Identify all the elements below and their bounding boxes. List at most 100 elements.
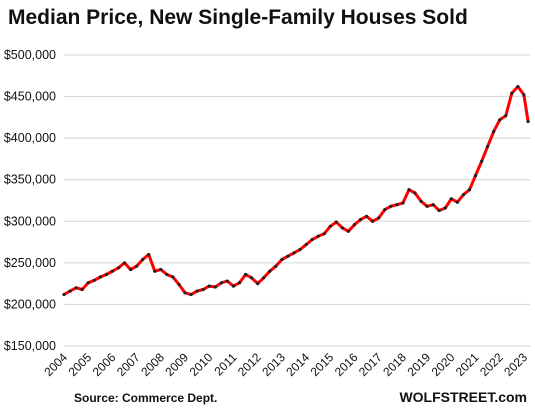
data-point [328,224,332,228]
data-point [316,234,320,238]
data-point [401,201,405,205]
data-point [365,214,369,218]
data-point [492,129,496,134]
data-point [522,93,526,97]
x-tick-label: 2013 [259,350,288,379]
data-point [298,248,302,252]
data-point [268,269,272,273]
source-note: Source: Commerce Dept. [74,391,218,405]
data-point [419,199,423,203]
y-tick-label: $450,000 [4,90,56,104]
x-tick-label: 2005 [66,350,95,379]
data-point [104,272,108,277]
data-point [92,278,96,282]
data-point [153,269,157,273]
price-series-points [62,85,530,297]
data-point [413,191,417,195]
data-point [195,289,199,293]
x-tick-label: 2018 [380,350,409,379]
data-point [461,193,465,197]
y-axis-tick-labels: $150,000 $200,000 $250,000 $300,000 $350,000… [4,48,56,353]
data-point [244,272,248,277]
data-point [122,261,127,265]
gridlines [64,54,530,347]
data-point [159,267,163,272]
data-point [62,292,66,297]
data-point [425,204,429,208]
data-point [526,119,530,124]
chart-title: Median Price, New Single-Family Houses S… [8,6,468,29]
x-tick-label: 2004 [41,350,70,379]
data-point [480,159,484,163]
y-tick-label: $150,000 [4,339,56,353]
data-point [262,276,266,280]
data-point [237,281,242,285]
data-point [135,264,139,268]
x-tick-label: 2020 [429,350,458,379]
x-tick-label: 2023 [501,350,530,379]
y-tick-label: $250,000 [4,256,56,270]
data-point [455,200,459,204]
data-point [74,286,78,290]
data-point [395,203,399,207]
data-point [352,223,357,227]
data-point [141,257,145,262]
data-point [504,114,508,118]
y-tick-label: $400,000 [4,131,56,145]
data-point [377,216,381,220]
y-tick-label: $500,000 [4,48,56,62]
data-point [171,275,175,279]
x-tick-label: 2021 [453,350,482,379]
data-point [207,284,211,288]
x-tick-label: 2017 [356,350,385,379]
data-point [389,204,393,208]
data-point [68,289,72,293]
brand-label: WOLFSTREET.com [399,389,527,405]
data-point [473,174,478,178]
data-point [310,238,314,242]
data-point [292,251,296,255]
data-point [80,287,84,292]
data-point [129,267,133,272]
data-point [516,85,520,89]
data-point [358,218,363,222]
data-point [219,281,223,285]
data-point [225,279,229,283]
data-point [467,188,472,192]
x-tick-label: 2007 [114,350,143,379]
data-point [280,257,284,262]
data-point [183,291,187,295]
data-point [147,252,151,257]
data-point [407,188,411,192]
data-point [322,232,326,236]
data-point [165,272,169,277]
data-point [304,243,308,247]
y-tick-label: $350,000 [4,173,56,187]
data-point [431,203,435,207]
x-tick-label: 2014 [283,350,312,379]
data-point [274,264,278,268]
x-tick-label: 2008 [138,350,167,379]
x-tick-label: 2015 [308,350,337,379]
data-point [286,254,290,258]
data-point [486,144,490,149]
data-point [189,292,193,297]
x-tick-label: 2019 [404,350,433,379]
x-axis-tick-labels: 2004200520062007200820092010201120122013… [41,350,530,379]
x-tick-label: 2011 [211,350,239,378]
data-point [498,118,502,122]
data-point [116,266,121,270]
x-tick-label: 2006 [90,350,119,379]
data-point [437,208,441,213]
data-point [443,206,447,210]
data-point [346,229,350,233]
data-point [98,275,102,279]
data-point [371,219,375,223]
data-point [256,282,260,286]
x-tick-label: 2012 [235,350,264,379]
data-point [334,220,338,224]
data-point [213,285,217,289]
y-tick-label: $300,000 [4,214,56,228]
data-point [449,197,453,201]
